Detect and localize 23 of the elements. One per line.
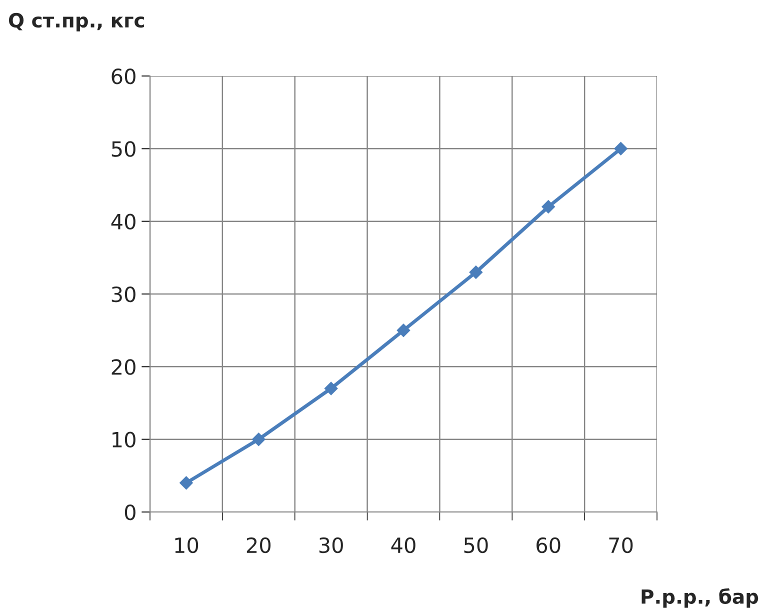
x-axis-title: Р.р.р., бар	[642, 588, 758, 608]
x-tick-label: 70	[609, 537, 633, 554]
point	[614, 142, 628, 156]
x-tick-label: 50	[464, 537, 488, 554]
y-axis-title: Q ст.пр., кгс	[8, 12, 144, 32]
y-tick-label: 30	[112, 286, 136, 302]
x-tick-label: 30	[319, 537, 343, 554]
point	[180, 476, 193, 490]
point	[542, 200, 555, 214]
y-tick-label: 60	[112, 68, 136, 84]
point	[469, 266, 483, 279]
x-tick-label: 20	[246, 537, 271, 554]
y-tick-label: 50	[112, 141, 136, 157]
x-tick-label: 60	[536, 537, 560, 554]
point	[324, 382, 338, 396]
point	[252, 432, 266, 446]
y-tick-label: 20	[112, 359, 136, 375]
x-tick-label: 40	[391, 537, 416, 554]
y-tick-label: 0	[124, 504, 136, 520]
x-tick-label: 10	[175, 537, 198, 554]
point	[396, 324, 410, 337]
y-tick-label: 10	[112, 432, 136, 448]
y-tick-label: 40	[111, 214, 136, 230]
